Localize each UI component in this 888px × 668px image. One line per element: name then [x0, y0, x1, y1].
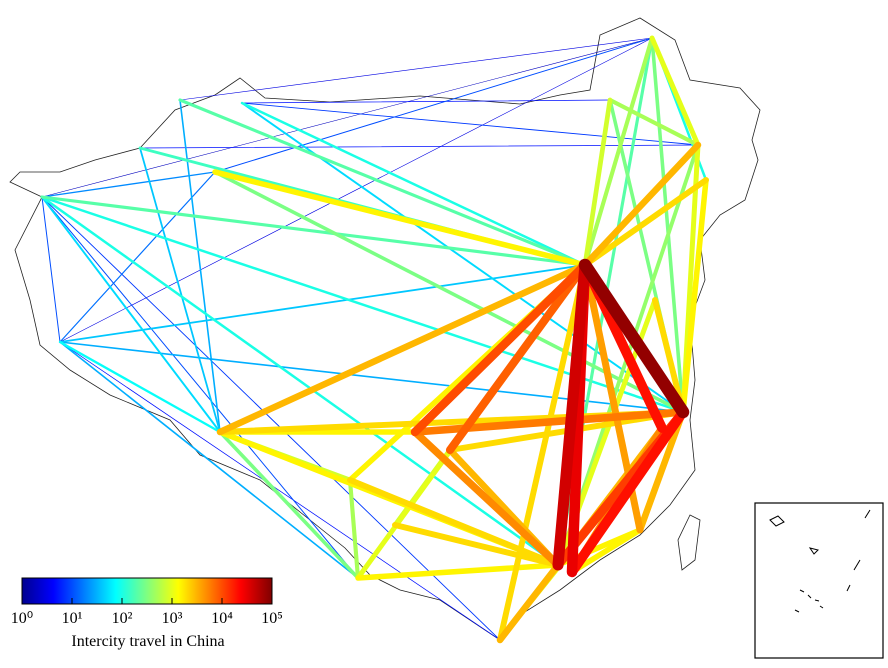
flow-edge: [179, 37, 653, 101]
flow-edge: [59, 264, 586, 343]
flow-edge: [216, 261, 589, 436]
flow-edge: [347, 477, 561, 568]
colorbar-tick-label: 10¹: [62, 610, 83, 627]
flow-edge: [582, 35, 655, 268]
flow-edge: [178, 98, 587, 267]
flow-edge: [139, 147, 221, 433]
flow-edge: [218, 430, 360, 580]
country-outline: [9, 17, 761, 641]
flow-edge: [411, 428, 562, 569]
flow-edge: [636, 408, 687, 534]
colorbar-tick-label: 10⁰: [11, 610, 33, 627]
colorbar-tick-label: 10⁵: [261, 610, 283, 627]
flow-edge: [40, 195, 587, 267]
flow-edge: [59, 37, 653, 343]
flow-edge: [652, 297, 686, 415]
inset-islands: [769, 509, 871, 613]
flow-edge: [240, 101, 587, 267]
flow-edge: [59, 341, 684, 413]
flow-edge: [582, 97, 613, 268]
flow-edge: [41, 37, 653, 198]
flow-edge: [41, 196, 359, 579]
flow-edge: [58, 340, 222, 434]
flow-edge: [582, 177, 709, 268]
flow-edge: [410, 260, 590, 437]
colorbar-tick-label: 10⁴: [211, 610, 233, 627]
inset-map: [754, 502, 884, 659]
flow-edge: [241, 102, 684, 413]
flow-edge: [139, 144, 699, 149]
flow-edge: [578, 258, 690, 419]
flow-edge: [496, 561, 562, 644]
colorbar-tick-label: 10²: [112, 610, 133, 627]
colorbar: [21, 577, 273, 605]
island-outline: [677, 514, 701, 571]
flow-edge: [179, 99, 221, 433]
flow-edge: [392, 522, 561, 568]
flow-edge: [445, 260, 590, 455]
flow-edge: [41, 196, 221, 433]
flow-edge: [212, 169, 588, 268]
flow-edge: [214, 37, 653, 173]
flow-edge: [567, 407, 688, 577]
flow-edge: [41, 196, 61, 343]
colorbar-label: Intercity travel in China: [71, 633, 224, 650]
flow-edge: [41, 196, 501, 641]
flow-edge: [497, 262, 588, 643]
flow-edge: [59, 171, 216, 343]
flow-edge: [650, 36, 685, 414]
colorbar-tick-label: 10³: [162, 610, 183, 627]
flow-edge: [347, 477, 361, 581]
flow-edge: [581, 141, 702, 269]
flow-edge: [607, 97, 701, 148]
flow-edge: [411, 408, 687, 436]
flow-edge: [59, 341, 501, 641]
flow-edge: [40, 195, 560, 567]
flow-edge: [569, 527, 643, 575]
flow-edge: [552, 259, 591, 571]
flow-edge: [241, 99, 611, 104]
flow-edge: [649, 35, 701, 148]
flow-network: [40, 35, 709, 644]
flow-edge: [355, 562, 561, 581]
flow-edge: [680, 177, 709, 415]
flow-edge: [41, 171, 216, 198]
flow-edge: [59, 341, 359, 579]
